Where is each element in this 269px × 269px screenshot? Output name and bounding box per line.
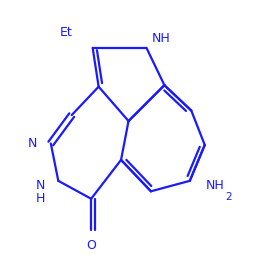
Text: N: N <box>36 179 45 192</box>
Text: H: H <box>36 192 45 205</box>
Text: O: O <box>86 239 96 252</box>
Text: NH: NH <box>206 179 225 192</box>
Text: 2: 2 <box>225 192 232 202</box>
Text: Et: Et <box>59 26 72 39</box>
Text: NH: NH <box>152 32 171 45</box>
Text: N: N <box>28 137 38 150</box>
